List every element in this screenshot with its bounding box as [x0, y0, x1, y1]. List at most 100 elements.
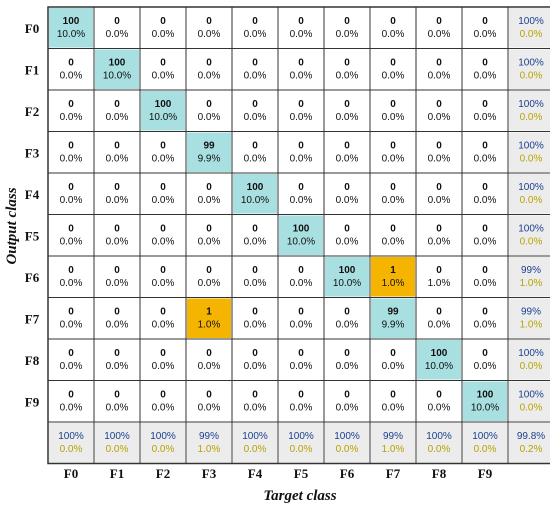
cell-count: 0: [344, 99, 350, 110]
cell-count: 0: [390, 58, 396, 69]
matrix-cell: 0 0.0%: [231, 255, 279, 298]
matrix-cell: 0 0.0%: [93, 338, 141, 381]
cell-count: 0: [68, 348, 74, 359]
cell-percent: 0.0%: [152, 29, 175, 40]
matrix-cell: 99 9.9%: [369, 297, 417, 340]
cell-border: [415, 89, 463, 132]
matrix-cell: 0 0.0%: [323, 48, 371, 91]
matrix-cell: 0 0.0%: [323, 338, 371, 381]
cell-border: [185, 214, 233, 257]
matrix-outline: [47, 6, 550, 465]
cell-percent: 0.0%: [244, 403, 267, 414]
cell-count: 0: [344, 224, 350, 235]
cell-percent: 0.0%: [152, 403, 175, 414]
cell-border: [461, 131, 509, 174]
cell-border: [461, 214, 509, 257]
y-tick-label: F0: [25, 21, 39, 36]
cell-count: 0: [160, 224, 166, 235]
cell-percent: 0.0%: [60, 237, 83, 248]
matrix-cell: 0 0.0%: [231, 6, 279, 49]
matrix-cell: 0 0.0%: [369, 338, 417, 381]
row-summary-error: 1.0%: [520, 278, 543, 289]
cell-border: [47, 255, 95, 298]
matrix-cell: 0 0.0%: [185, 255, 233, 298]
cell-percent: 0.0%: [198, 29, 221, 40]
cell-count: 0: [68, 99, 74, 110]
cell-count: 0: [298, 182, 304, 193]
cell-border: [139, 255, 187, 298]
col-summary-accuracy: 100%: [104, 431, 130, 442]
matrix-cell: 100% 0.0%: [93, 421, 141, 464]
cell-percent: 0.0%: [290, 29, 313, 40]
matrix-cell: 0 0.0%: [231, 338, 279, 381]
cell-percent: 0.0%: [60, 403, 83, 414]
cell-percent: 0.0%: [474, 29, 497, 40]
matrix-cell: 100% 0.0%: [507, 380, 550, 423]
x-tick-label: F6: [340, 466, 355, 481]
cell-percent: 0.0%: [106, 237, 129, 248]
cell-border: [461, 255, 509, 298]
matrix-cell: 0 0.0%: [139, 172, 187, 215]
cell-border: [47, 214, 95, 257]
cell-border: [47, 131, 95, 174]
summary-cell-shade: [279, 423, 323, 463]
cell-count: 0: [436, 99, 442, 110]
cell-count: 0: [252, 348, 258, 359]
cell-percent: 0.0%: [198, 278, 221, 289]
x-tick-label: F7: [386, 466, 401, 481]
y-tick-label: F4: [25, 187, 40, 202]
cell-percent: 0.0%: [152, 361, 175, 372]
cell-count: 100: [109, 58, 126, 69]
cell-border: [369, 48, 417, 91]
row-summary-error: 0.0%: [520, 112, 543, 123]
cell-border: [461, 48, 509, 91]
cell-percent: 0.0%: [382, 29, 405, 40]
matrix-cell: 0 0.0%: [185, 89, 233, 132]
matrix-cell: 0 0.0%: [93, 131, 141, 174]
cell-count: 0: [298, 58, 304, 69]
matrix-cell: 100 10.0%: [277, 214, 325, 257]
matrix-cell: 100% 0.0%: [139, 421, 187, 464]
cell-count: 0: [298, 307, 304, 318]
cell-percent: 10.0%: [287, 237, 315, 248]
matrix-cell: 0 0.0%: [139, 214, 187, 257]
cell-count: 0: [114, 224, 120, 235]
matrix-cell: 0 0.0%: [231, 214, 279, 257]
matrix-cell: 0 0.0%: [461, 338, 509, 381]
cell-border: [139, 6, 187, 49]
cell-percent: 0.0%: [382, 154, 405, 165]
row-summary-accuracy: 100%: [518, 182, 544, 193]
cell-border: [231, 214, 279, 257]
cell-shade: [371, 298, 415, 338]
cell-border: [415, 131, 463, 174]
cell-percent: 0.0%: [106, 403, 129, 414]
cell-border: [93, 338, 141, 381]
cell-border: [323, 297, 371, 340]
cell-percent: 0.0%: [106, 361, 129, 372]
matrix-cell: 0 0.0%: [369, 380, 417, 423]
y-axis-label: Output class: [4, 187, 20, 264]
summary-cell-shade: [509, 132, 550, 172]
matrix-cell: 0 0.0%: [47, 380, 95, 423]
cell-border: [47, 338, 95, 381]
cell-percent: 0.0%: [60, 71, 83, 82]
cell-count: 0: [160, 58, 166, 69]
matrix-cell: 0 0.0%: [139, 380, 187, 423]
cell-percent: 0.0%: [244, 237, 267, 248]
matrix-cell: 0 0.0%: [93, 255, 141, 298]
cell-percent: 0.0%: [428, 320, 451, 331]
cell-percent: 0.0%: [336, 195, 359, 206]
row-summary-accuracy: 100%: [518, 99, 544, 110]
matrix-cell: 99% 1.0%: [369, 421, 417, 464]
cell-border: [415, 214, 463, 257]
cell-percent: 0.0%: [336, 71, 359, 82]
matrix-cell: 0 0.0%: [139, 131, 187, 174]
cell-count: 0: [114, 390, 120, 401]
cell-count: 0: [482, 99, 488, 110]
cell-percent: 0.0%: [428, 71, 451, 82]
col-summary-error: 0.0%: [336, 444, 359, 455]
cell-percent: 10.0%: [333, 278, 361, 289]
cell-count: 0: [68, 307, 74, 318]
cell-border: [93, 380, 141, 423]
cell-count: 0: [252, 141, 258, 152]
